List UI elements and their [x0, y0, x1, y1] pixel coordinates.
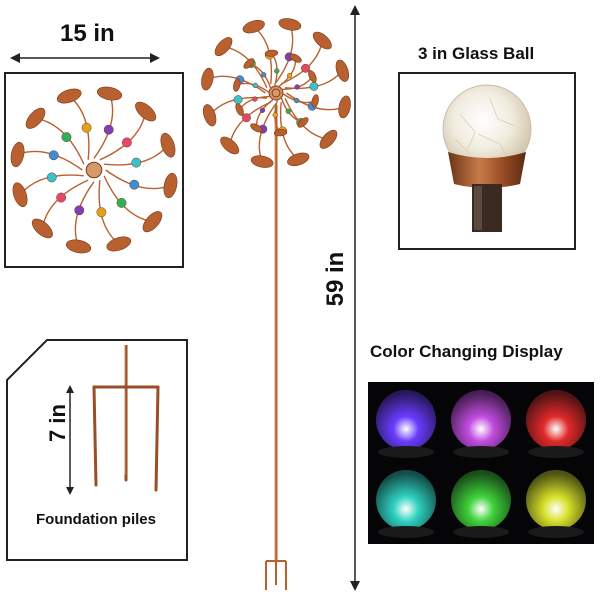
spinner-bead — [61, 132, 72, 143]
color-ball — [376, 470, 436, 530]
spinner-cup — [12, 182, 28, 208]
spinner-bead — [261, 72, 267, 78]
height-arrow-icon — [350, 5, 360, 591]
spinner-hub — [85, 161, 103, 179]
color-ball — [376, 390, 436, 450]
spinner-bead — [285, 108, 291, 114]
spinner-cup — [56, 88, 82, 104]
spinner-cup — [65, 239, 92, 254]
spinner-cup — [335, 59, 350, 82]
spinner-cup — [297, 117, 309, 128]
spinner-bead — [116, 197, 127, 208]
spinner-bead — [252, 96, 258, 102]
spinner-cup — [214, 37, 233, 57]
spinner-cup — [160, 132, 176, 158]
spinner-bead — [272, 112, 278, 118]
spinner-bead — [129, 179, 140, 190]
spinner-closeup-image — [10, 86, 178, 254]
spinner-cup — [163, 172, 178, 199]
height-label: 59 in — [322, 251, 349, 307]
spinner-cup — [201, 67, 214, 91]
color-ball — [526, 470, 586, 530]
spinner-cup — [308, 70, 317, 83]
spinner-cup — [278, 18, 302, 31]
spinner-detail-panel — [4, 72, 184, 268]
spinner-bead — [242, 113, 251, 123]
spinner-cup — [25, 107, 46, 129]
spinner-cup — [243, 58, 255, 69]
color-ball — [451, 390, 511, 450]
spinner-bead — [286, 73, 293, 79]
spinner-bead — [96, 207, 107, 218]
spinner-bead — [131, 157, 142, 168]
color-ball — [526, 390, 586, 450]
spinner-cup — [319, 129, 338, 149]
spinner-cup — [242, 19, 265, 34]
spinner-bead — [74, 205, 85, 216]
spinner-bead — [294, 97, 300, 104]
spinner-cup — [287, 152, 310, 167]
spinner-cup — [202, 104, 217, 127]
spinner-bead — [103, 124, 114, 135]
spinner-bead — [274, 68, 280, 74]
spinner-closeup-head — [10, 86, 178, 254]
spinner-cup — [233, 78, 241, 92]
glass-ball-image — [442, 84, 532, 232]
spinner-bead — [56, 192, 67, 203]
spinner-cup — [235, 103, 244, 116]
spinner-cup — [250, 123, 263, 133]
color-display-label: Color Changing Display — [370, 342, 563, 361]
glass-ball-panel — [398, 72, 576, 250]
spinner-bead — [309, 81, 319, 91]
foundation-panel-frame — [6, 339, 188, 561]
spinner-bead — [48, 150, 59, 161]
spinner-bead — [121, 137, 132, 148]
spinner-cup — [142, 211, 163, 233]
pile-height-label: 7 in — [45, 404, 70, 442]
spinner-bead — [233, 95, 243, 105]
spinner-cup — [264, 49, 279, 57]
spinner-cup — [289, 53, 302, 63]
spinner-ground-prongs — [265, 560, 287, 590]
width-label: 15 in — [60, 20, 115, 47]
width-arrow-icon — [10, 53, 160, 63]
spinner-bead — [294, 84, 300, 90]
width-dimension: 15 in — [10, 20, 160, 70]
pile-height-arrow-icon — [66, 385, 74, 495]
spinner-bead — [259, 107, 266, 113]
spinner-cup — [10, 141, 25, 168]
spinner-cup — [220, 136, 240, 155]
spinner-bead — [301, 63, 310, 73]
spinner-cup — [338, 95, 351, 119]
spinner-cup — [96, 86, 123, 101]
spinner-cup — [273, 129, 288, 137]
spinner-cup — [31, 218, 53, 239]
spinner-bead — [81, 122, 92, 133]
color-display-panel — [368, 382, 594, 544]
ground-stake-image — [92, 345, 160, 492]
spinner-cup — [106, 236, 132, 252]
spinner-bead — [252, 82, 258, 89]
spinner-cup — [311, 94, 319, 108]
spinner-bead — [46, 172, 57, 183]
color-balls-grid — [376, 390, 586, 538]
glass-ball-label: 3 in Glass Ball — [418, 44, 535, 63]
wind-spinner-image — [201, 18, 351, 590]
foundation-label: Foundation piles — [36, 511, 156, 528]
spinner-cup — [250, 155, 274, 168]
spinner-cup — [312, 31, 332, 50]
color-ball — [451, 470, 511, 530]
spinner-inner-head — [233, 49, 319, 137]
spinner-cup — [135, 101, 157, 122]
spinner-hub — [271, 88, 281, 98]
